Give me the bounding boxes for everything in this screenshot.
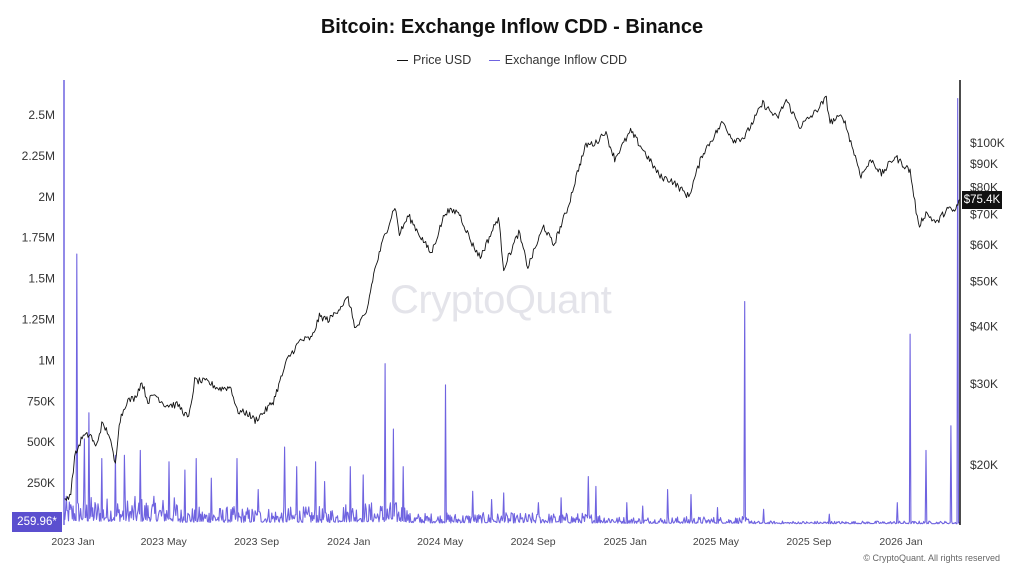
x-tick-3: 2024 Jan [327, 536, 370, 548]
y-left-tick-9: 2.5M [28, 108, 55, 122]
x-tick-9: 2026 Jan [879, 536, 922, 548]
legend-label-price: Price USD [412, 53, 472, 68]
y-right-tick-3: $50K [970, 275, 998, 289]
x-tick-8: 2025 Sep [786, 536, 831, 548]
x-axis-ticks: 2023 Jan 2023 May 2023 Sep 2024 Jan 2024 May… [51, 536, 922, 548]
copyright-notice: © CryptoQuant. All rights reserved [863, 553, 1000, 563]
x-tick-2: 2023 Sep [234, 536, 279, 548]
x-tick-7: 2025 May [693, 536, 740, 548]
x-tick-0: 2023 Jan [51, 536, 94, 548]
y-right-tick-2: $40K [970, 319, 998, 333]
y-left-tick-0: 250K [27, 476, 55, 490]
y-left-tick-7: 2M [38, 190, 55, 204]
x-tick-5: 2024 Sep [511, 536, 556, 548]
y-left-tick-3: 1M [38, 353, 55, 367]
price-series [63, 95, 961, 501]
y-right-tick-4: $60K [970, 238, 998, 252]
y-right-tick-8: $100K [970, 136, 1005, 150]
y-right-tick-7: $90K [970, 157, 998, 171]
x-tick-6: 2025 Jan [604, 536, 647, 548]
last-price-label: $75.4K [962, 191, 1002, 209]
y-left-tick-2: 750K [27, 394, 55, 408]
x-tick-1: 2023 May [141, 536, 188, 548]
y-right-tick-5: $70K [970, 207, 998, 221]
legend-item-cdd[interactable]: Exchange Inflow CDD [488, 53, 628, 68]
last-cdd-label: 259.96* [12, 512, 62, 532]
y-left-tick-6: 1.75M [22, 231, 55, 245]
y-left-tick-8: 2.25M [22, 149, 55, 163]
y-right-tick-1: $30K [970, 377, 998, 391]
y-right-tick-0: $20K [970, 458, 998, 472]
right-axis-ticks: $20K$30K$40K$50K$60K$70K$80K$90K$100K [970, 136, 1005, 472]
watermark: CryptoQuant [390, 278, 612, 322]
cdd-line [63, 98, 961, 525]
left-axis-ticks: 250K 500K 750K 1M 1.25M 1.5M 1.75M 2M 2.25M 2.5M [22, 108, 55, 490]
legend-item-price[interactable]: Price USD [396, 53, 472, 68]
legend-swatch-cdd [488, 59, 500, 61]
y-left-tick-4: 1.25M [22, 313, 55, 327]
chart-title: Bitcoin: Exchange Inflow CDD - Binance [320, 16, 704, 38]
price-line [63, 95, 961, 501]
y-left-tick-1: 500K [27, 435, 55, 449]
chart-legend: Price USD Exchange Inflow CDD [0, 50, 1024, 67]
x-tick-4: 2024 May [417, 536, 464, 548]
legend-swatch-price [396, 59, 408, 61]
cdd-series [63, 98, 961, 525]
y-left-tick-5: 1.5M [28, 272, 55, 286]
legend-label-cdd: Exchange Inflow CDD [504, 53, 628, 68]
